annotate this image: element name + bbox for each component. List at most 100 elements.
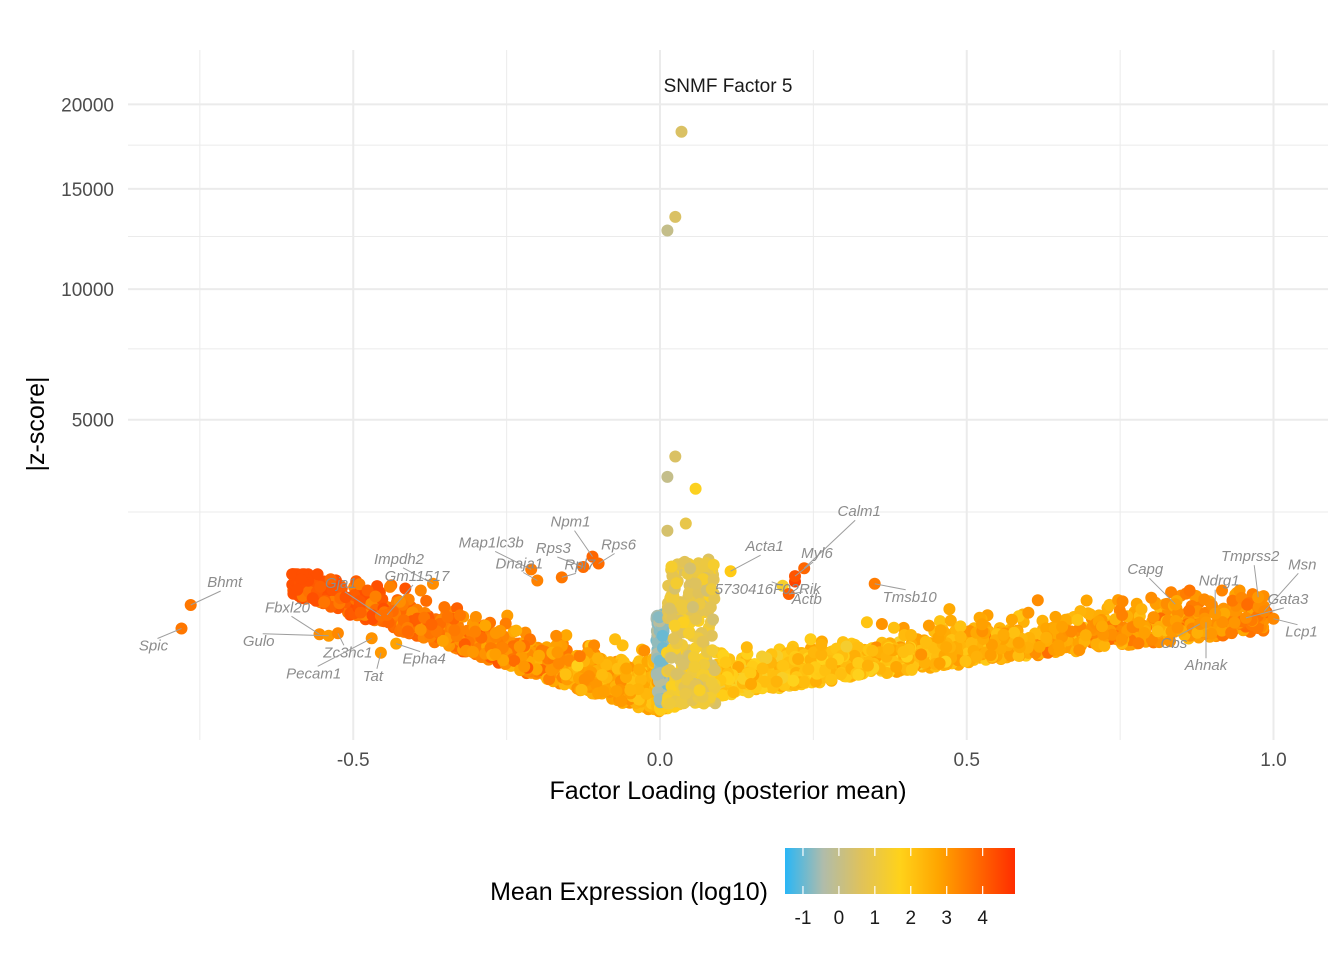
legend-tick-label: 3 (941, 908, 952, 929)
gene-leader-line (874, 583, 906, 591)
data-point (399, 582, 412, 595)
gene-label-bhmt: Bhmt (207, 574, 243, 591)
data-point (770, 675, 783, 688)
data-point (866, 644, 879, 657)
data-point (934, 624, 947, 637)
gene-leader-line (402, 567, 434, 585)
gene-leader-line (574, 530, 593, 557)
data-point (653, 654, 666, 667)
point-cloud (286, 553, 1273, 718)
data-point (834, 668, 847, 681)
data-point (1151, 625, 1164, 638)
data-point (575, 683, 588, 696)
data-point (804, 633, 817, 646)
data-point (933, 657, 946, 670)
data-point (615, 695, 627, 708)
legend-ticks: -1 0 1 2 3 4 (795, 848, 988, 929)
data-point (787, 674, 800, 687)
data-point (610, 685, 623, 698)
data-point (1098, 639, 1111, 652)
data-point (693, 684, 706, 697)
gene-leader-line (337, 633, 345, 646)
data-point (1205, 627, 1218, 640)
data-point (311, 568, 324, 581)
gene-leader-line (262, 633, 329, 637)
data-point (698, 658, 710, 671)
data-point (1031, 594, 1044, 607)
data-point (970, 650, 983, 663)
data-point (705, 583, 718, 596)
gene-label-zc3hc1: Zc3hc1 (322, 644, 372, 661)
gene-leader-line (523, 572, 538, 581)
data-point (1116, 609, 1129, 621)
data-point (489, 648, 502, 661)
data-point (1165, 586, 1178, 599)
data-point (760, 652, 773, 665)
gene-leader-line (291, 615, 320, 635)
data-point (792, 653, 805, 665)
data-point (1005, 613, 1018, 626)
data-point (638, 644, 651, 657)
data-point (420, 594, 433, 607)
x-tick-label: 1.0 (1260, 750, 1286, 771)
gene-leader-line (157, 628, 182, 639)
data-point (705, 676, 718, 689)
data-point (448, 624, 461, 637)
data-point (578, 673, 591, 686)
data-point (860, 616, 873, 629)
highlight-point (661, 524, 674, 537)
data-point (1049, 610, 1062, 623)
data-point (707, 558, 720, 571)
data-point (624, 684, 637, 697)
highlight-point (661, 224, 674, 237)
data-point (959, 655, 972, 668)
gene-label-pecam1: Pecam1 (286, 665, 341, 682)
data-point (815, 638, 828, 651)
data-point (401, 625, 414, 638)
data-point (559, 668, 572, 681)
data-point (354, 606, 367, 619)
gene-label-npm1: Npm1 (550, 514, 590, 531)
x-tick-label: 0.0 (647, 750, 673, 771)
data-point (944, 614, 957, 627)
y-tick-label: 20000 (61, 95, 114, 116)
data-point (976, 618, 988, 631)
data-point (680, 673, 693, 686)
data-point (943, 603, 956, 616)
data-point (551, 646, 564, 659)
data-point (1145, 591, 1158, 604)
data-point (518, 660, 531, 673)
gene-leader-line (396, 643, 421, 653)
legend-tick-label: -1 (795, 908, 812, 929)
data-point (571, 659, 584, 672)
data-point (1071, 613, 1084, 626)
data-point (707, 613, 719, 626)
data-point (324, 573, 337, 586)
data-point (890, 661, 903, 673)
data-point (291, 583, 304, 596)
gene-label-gja1: Gja1 (325, 575, 357, 592)
data-point (489, 627, 502, 639)
data-point (1008, 626, 1021, 639)
data-point (708, 664, 721, 677)
gene-leader-line (794, 561, 814, 577)
data-point (922, 619, 935, 632)
data-point (887, 621, 900, 634)
data-point (469, 625, 482, 638)
data-point (679, 687, 692, 700)
data-point (592, 652, 604, 665)
y-tick-label: 10000 (61, 280, 114, 301)
data-point (653, 611, 666, 624)
gene-leader-line (344, 591, 382, 617)
data-point (634, 674, 647, 686)
data-point (1216, 616, 1229, 629)
gene-label-cbs: Cbs (1161, 635, 1188, 652)
data-point (438, 601, 451, 614)
gene-label-lcp1: Lcp1 (1285, 624, 1318, 641)
data-point (339, 591, 352, 604)
data-point (436, 634, 449, 647)
gene-leader-line (317, 637, 372, 667)
data-point (414, 584, 427, 597)
gene-leader-line (1177, 623, 1201, 637)
color-legend: Mean Expression (log10) -1 0 1 2 3 4 (490, 848, 1015, 929)
